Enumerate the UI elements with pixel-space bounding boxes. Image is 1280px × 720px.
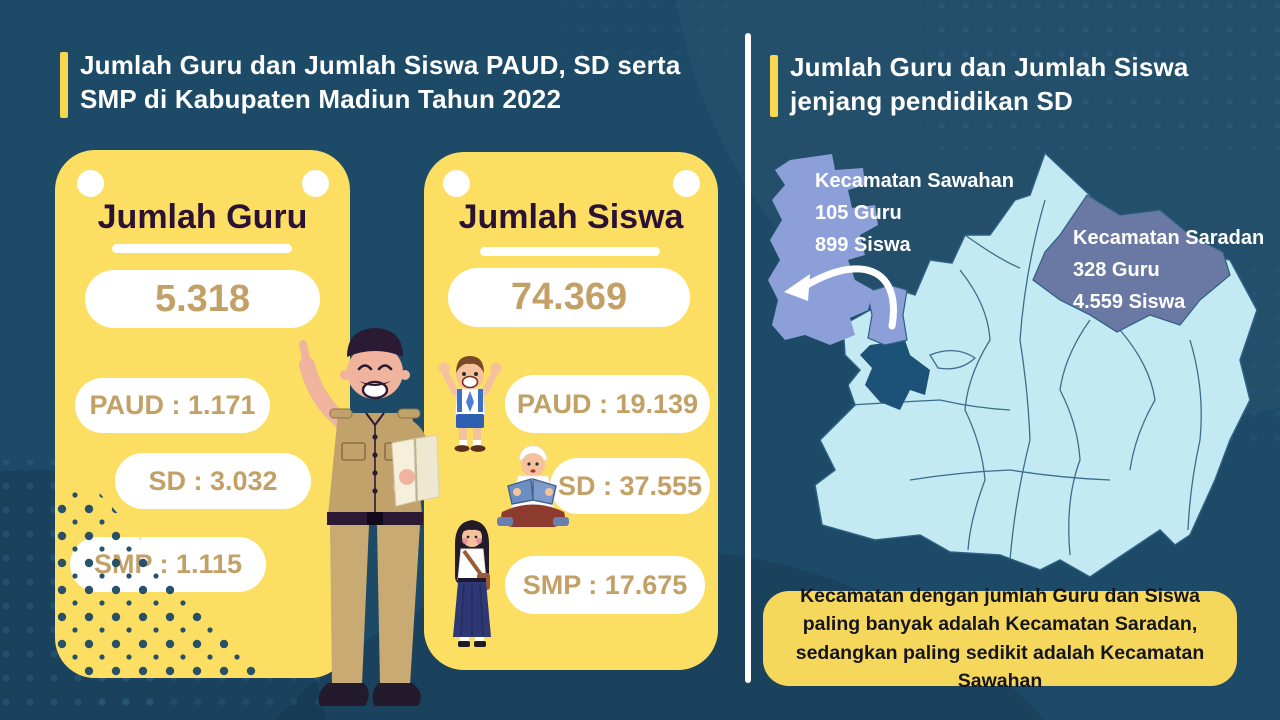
right-title-accent-bar [770,55,778,117]
siswa-level-pill-paud: PAUD : 19.139 [505,375,710,433]
arrow-icon [784,265,897,330]
saradan-siswa: 4.559 Siswa [1073,291,1186,313]
schoolgirl-illustration [453,520,491,647]
region-sawahan-highlight [768,154,878,345]
sawahan-guru: 105 Guru [815,202,902,224]
guru-level-pill-sd: SD : 3.032 [115,453,311,509]
cheering-boy-illustration [438,356,502,452]
section-divider [745,33,751,683]
region-saradan [1032,194,1231,333]
card-title-underline [112,244,292,253]
saradan-name: Kecamatan Saradan [1073,227,1265,249]
map-main-body [814,151,1258,578]
left-title-accent-bar [60,52,68,118]
siswa-card-title: Jumlah Siswa [458,198,684,236]
card-hole [77,170,104,197]
card-hole [443,170,470,197]
right-panel-title: Jumlah Guru dan Jumlah Siswa jenjang pen… [790,52,1189,117]
madiun-map [768,151,1258,578]
guru-card: Jumlah Guru 5.318 PAUD : 1.171 SD : 3.03… [55,150,350,678]
card-dots-pattern [55,488,265,678]
map-dark-region [860,340,930,410]
sawahan-map-label: Kecamatan Sawahan 105 Guru 899 Siswa [815,165,1014,261]
guru-card-title: Jumlah Guru [97,198,308,236]
left-panel-title: Jumlah Guru dan Jumlah Siswa PAUD, SD se… [80,50,681,115]
guru-total-pill: 5.318 [85,270,320,328]
siswa-level-pill-smp: SMP : 17.675 [505,556,705,614]
siswa-total-pill: 74.369 [448,268,690,327]
saradan-map-label: Kecamatan Saradan 328 Guru 4.559 Siswa [1073,222,1264,318]
teacher-illustration [299,328,440,706]
card-hole [673,170,700,197]
siswa-level-pill-sd: SD : 37.555 [550,458,710,514]
card-hole [302,170,329,197]
guru-level-pill-paud: PAUD : 1.171 [75,378,270,433]
reading-boy-illustration [497,445,569,527]
conclusion-note-box: Kecamatan dengan jumlah Guru dan Siswa p… [763,585,1237,692]
card-title-underline [480,247,660,256]
sawahan-name: Kecamatan Sawahan [815,170,1014,192]
saradan-guru: 328 Guru [1073,259,1160,281]
region-sawahan [866,284,908,346]
conclusion-note-text: Kecamatan dengan jumlah Guru dan Siswa p… [795,584,1205,692]
sawahan-siswa: 899 Siswa [815,234,911,256]
